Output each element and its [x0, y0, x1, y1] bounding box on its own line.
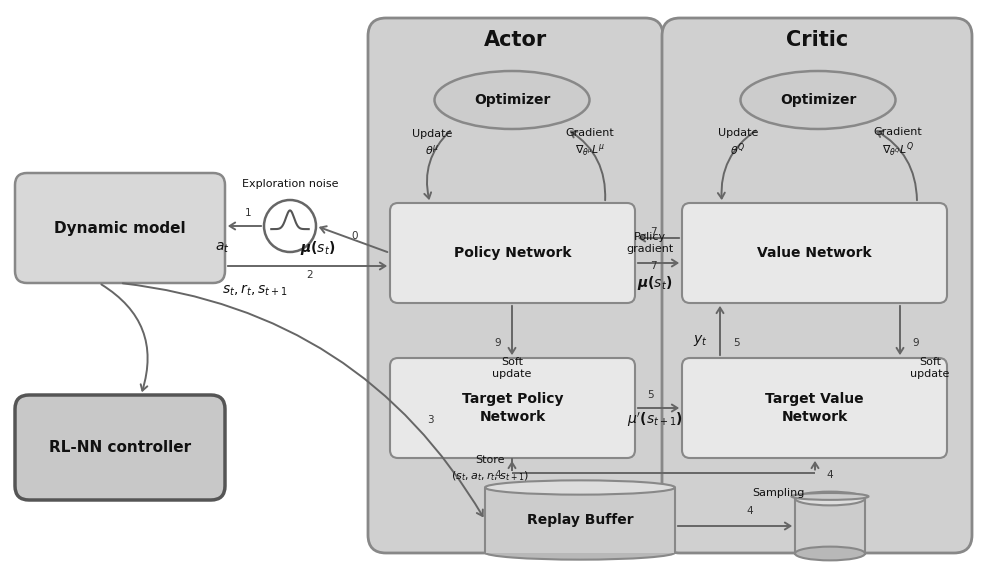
Text: Gradient
$\nabla_{\boldsymbol{\theta^{\mu}}} L^{\mu}$: Gradient $\nabla_{\boldsymbol{\theta^{\m… [566, 128, 614, 158]
Text: Replay Buffer: Replay Buffer [527, 513, 633, 527]
Text: $\boldsymbol{a_t}$: $\boldsymbol{a_t}$ [215, 241, 229, 255]
Text: $\boldsymbol{\mu(s_t)}$: $\boldsymbol{\mu(s_t)}$ [300, 239, 336, 257]
Text: Critic: Critic [786, 30, 848, 50]
Ellipse shape [795, 547, 865, 560]
Text: $(s_t, a_t, r_t, s_{t+1})$: $(s_t, a_t, r_t, s_{t+1})$ [451, 469, 529, 483]
Text: 7: 7 [650, 227, 656, 237]
Text: Exploration noise: Exploration noise [242, 179, 338, 189]
Text: Sampling: Sampling [752, 488, 804, 498]
Text: Update
$\boldsymbol{\theta^{Q}}$: Update $\boldsymbol{\theta^{Q}}$ [718, 128, 758, 158]
FancyBboxPatch shape [662, 18, 972, 553]
Text: Target Policy
Network: Target Policy Network [462, 392, 563, 424]
Text: Policy
gradient: Policy gradient [626, 232, 674, 254]
Text: $\boldsymbol{y_t}$: $\boldsymbol{y_t}$ [693, 332, 707, 348]
Ellipse shape [434, 71, 590, 129]
Ellipse shape [740, 71, 896, 129]
Bar [485, 487, 675, 553]
Text: Optimizer: Optimizer [780, 93, 856, 107]
FancyBboxPatch shape [368, 18, 663, 553]
FancyBboxPatch shape [682, 358, 947, 458]
FancyBboxPatch shape [682, 203, 947, 303]
Text: $\boldsymbol{s_t, r_t, s_{t+1}}$: $\boldsymbol{s_t, r_t, s_{t+1}}$ [222, 282, 288, 298]
Ellipse shape [485, 480, 675, 495]
Ellipse shape [795, 492, 865, 505]
FancyBboxPatch shape [15, 173, 225, 283]
Text: 5: 5 [733, 338, 739, 348]
Text: 7: 7 [650, 261, 656, 271]
Text: Soft
update: Soft update [492, 357, 532, 379]
Text: 4: 4 [747, 506, 753, 516]
Text: Actor: Actor [484, 30, 547, 50]
Text: 4: 4 [495, 470, 501, 480]
FancyBboxPatch shape [390, 358, 635, 458]
Bar [795, 499, 865, 553]
Text: $\boldsymbol{\mu(s_t)}$: $\boldsymbol{\mu(s_t)}$ [637, 274, 673, 292]
Text: Update
$\boldsymbol{\theta^{\mu}}$: Update $\boldsymbol{\theta^{\mu}}$ [412, 129, 452, 156]
Text: 0: 0 [352, 231, 358, 241]
Text: 3: 3 [427, 415, 433, 425]
Text: 4: 4 [827, 470, 833, 480]
Ellipse shape [792, 493, 868, 500]
Ellipse shape [485, 545, 675, 560]
Text: RL-NN controller: RL-NN controller [49, 440, 191, 455]
Text: Value Network: Value Network [757, 246, 872, 260]
Text: Policy Network: Policy Network [454, 246, 571, 260]
Text: Optimizer: Optimizer [474, 93, 550, 107]
Text: 9: 9 [495, 338, 501, 348]
Text: Soft
update: Soft update [910, 357, 950, 379]
Text: Gradient
$\nabla_{\boldsymbol{\theta^{Q}}} L^{Q}$: Gradient $\nabla_{\boldsymbol{\theta^{Q}… [874, 127, 922, 159]
Text: 1: 1 [245, 208, 251, 218]
FancyBboxPatch shape [390, 203, 635, 303]
Text: Dynamic model: Dynamic model [54, 220, 186, 236]
Text: Target Value
Network: Target Value Network [765, 392, 864, 424]
Text: Store: Store [475, 455, 505, 465]
Text: $\boldsymbol{\mu'(s_{t+1})}$: $\boldsymbol{\mu'(s_{t+1})}$ [627, 411, 683, 429]
Text: 9: 9 [913, 338, 919, 348]
Text: 2: 2 [307, 270, 313, 280]
FancyBboxPatch shape [15, 395, 225, 500]
Text: 5: 5 [647, 390, 653, 400]
